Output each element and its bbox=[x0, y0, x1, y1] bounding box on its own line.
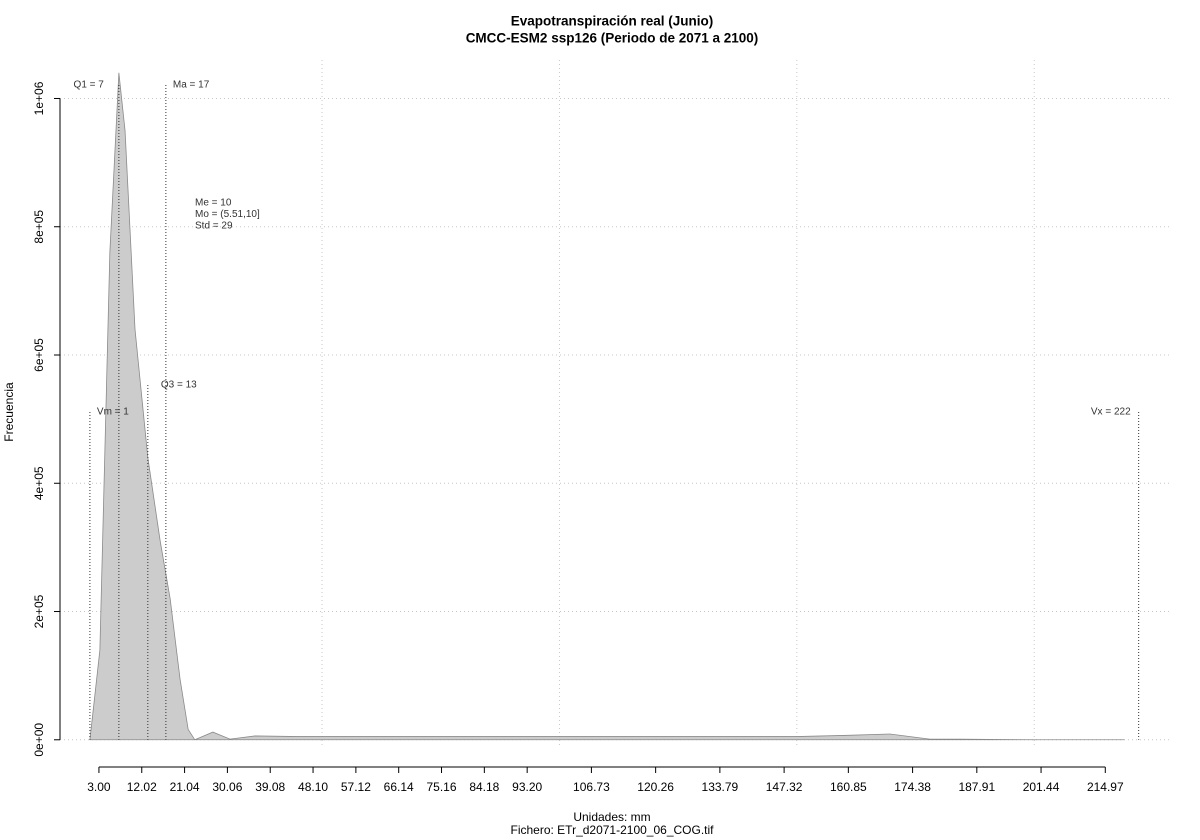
x-axis-label: Unidades: mm bbox=[573, 810, 650, 824]
x-tick-label: 147.32 bbox=[766, 780, 803, 794]
x-tick-label: 93.20 bbox=[512, 780, 542, 794]
marker-label: Ma = 17 bbox=[173, 80, 210, 91]
x-tick-label: 106.73 bbox=[573, 780, 610, 794]
x-tick-label: 12.02 bbox=[127, 780, 157, 794]
marker-label: Vx = 222 bbox=[1091, 407, 1131, 418]
marker-label: Vm = 1 bbox=[97, 407, 129, 418]
y-tick-label: 0e+00 bbox=[32, 723, 46, 757]
stat-label: Std = 29 bbox=[195, 221, 233, 232]
x-tick-label: 3.00 bbox=[87, 780, 111, 794]
x-tick-label: 21.04 bbox=[170, 780, 200, 794]
caption: Fichero: ETr_d2071-2100_06_COG.tif bbox=[511, 823, 715, 837]
x-tick-label: 214.97 bbox=[1087, 780, 1124, 794]
marker-label: Q3 = 13 bbox=[161, 380, 197, 391]
x-tick-label: 187.91 bbox=[958, 780, 995, 794]
y-tick-label: 2e+05 bbox=[32, 594, 46, 628]
x-tick-label: 39.08 bbox=[255, 780, 285, 794]
density-area bbox=[89, 72, 1125, 741]
x-tick-label: 84.18 bbox=[469, 780, 499, 794]
x-tick-label: 57.12 bbox=[341, 780, 371, 794]
x-tick-label: 66.14 bbox=[384, 780, 414, 794]
x-tick-label: 30.06 bbox=[212, 780, 242, 794]
marker-label: Q1 = 7 bbox=[74, 80, 105, 91]
x-tick-label: 201.44 bbox=[1023, 780, 1060, 794]
stat-label: Me = 10 bbox=[195, 198, 232, 209]
x-tick-label: 48.10 bbox=[298, 780, 328, 794]
stat-label: Mo = (5.51,10] bbox=[195, 209, 260, 220]
x-tick-label: 75.16 bbox=[427, 780, 457, 794]
chart-subtitle: CMCC-ESM2 ssp126 (Periodo de 2071 a 2100… bbox=[466, 31, 759, 46]
x-tick-label: 160.85 bbox=[830, 780, 867, 794]
y-tick-label: 4e+05 bbox=[32, 466, 46, 500]
x-tick-label: 133.79 bbox=[702, 780, 739, 794]
x-tick-label: 120.26 bbox=[637, 780, 674, 794]
y-tick-label: 1e+06 bbox=[32, 81, 46, 115]
y-tick-label: 6e+05 bbox=[32, 338, 46, 372]
chart-title: Evapotranspiración real (Junio) bbox=[511, 14, 714, 29]
y-tick-label: 8e+05 bbox=[32, 210, 46, 244]
y-axis-label: Frecuencia bbox=[2, 382, 16, 442]
x-tick-label: 174.38 bbox=[894, 780, 931, 794]
